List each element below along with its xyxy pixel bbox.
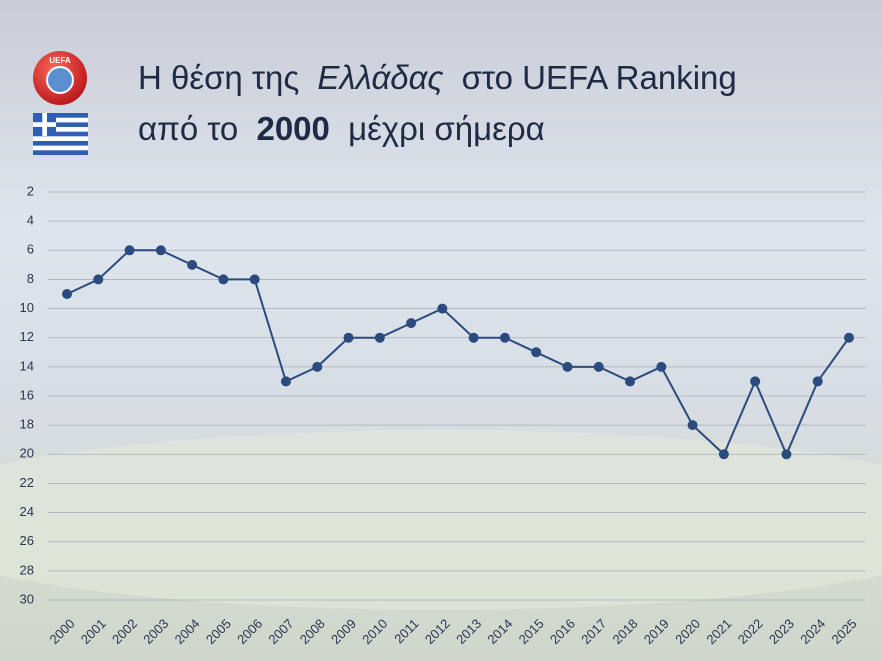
y-tick-label: 30 (20, 591, 34, 606)
data-point (718, 449, 729, 460)
chart-title: Η θέση της Ελλάδας στο UEFA Ranking (138, 59, 737, 96)
y-tick-label: 26 (20, 533, 34, 548)
data-point (374, 332, 385, 343)
data-point (312, 361, 323, 372)
title-part: Ελλάδας (317, 59, 443, 96)
y-tick-label: 14 (20, 358, 34, 373)
title-part: μέχρι σήμερα (348, 110, 545, 147)
data-point (468, 332, 479, 343)
title-part: στο UEFA Ranking (462, 59, 737, 96)
y-tick-label: 8 (27, 271, 34, 286)
data-point (562, 361, 573, 372)
data-point (687, 420, 698, 431)
y-tick-label: 16 (20, 387, 34, 402)
data-point (656, 361, 667, 372)
data-point (406, 318, 417, 329)
y-tick-label: 28 (20, 562, 34, 577)
y-tick-label: 6 (27, 242, 34, 257)
data-point (218, 274, 229, 285)
uefa-logo: UEFA (33, 51, 87, 105)
data-point (280, 376, 291, 387)
y-tick-label: 22 (20, 475, 34, 490)
data-point (93, 274, 104, 285)
logo-text: UEFA (49, 56, 71, 65)
pitch (0, 430, 882, 610)
data-point (781, 449, 792, 460)
data-point (812, 376, 823, 387)
data-point (124, 245, 135, 256)
title-part: από το (138, 110, 238, 147)
data-point (249, 274, 260, 285)
data-point (625, 376, 636, 387)
data-point (593, 361, 604, 372)
y-tick-label: 20 (20, 446, 34, 461)
data-point (187, 259, 198, 270)
y-tick-label: 12 (20, 329, 34, 344)
data-point (531, 347, 542, 358)
data-point (155, 245, 166, 256)
data-point (437, 303, 448, 314)
y-tick-label: 24 (20, 504, 34, 519)
data-point (499, 332, 510, 343)
title-part: 2000 (256, 110, 329, 147)
data-point (844, 332, 854, 343)
y-tick-label: 10 (20, 300, 34, 315)
series-line (66, 249, 850, 457)
greek-flag (33, 113, 88, 155)
title-part: Η θέση της (138, 59, 299, 96)
chart-title: από το 2000 μέχρι σήμερα (138, 110, 545, 147)
data-point (343, 332, 354, 343)
y-tick-label: 18 (20, 417, 34, 432)
y-tick-label: 4 (27, 213, 34, 228)
data-point (62, 289, 72, 299)
data-point (750, 376, 761, 387)
y-tick-label: 2 (27, 183, 34, 198)
